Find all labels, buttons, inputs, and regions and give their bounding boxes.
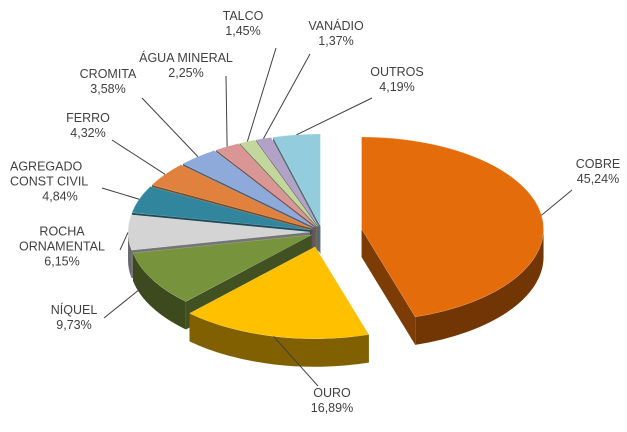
value-label: 45,24% bbox=[576, 172, 620, 186]
value-label: 4,19% bbox=[379, 80, 415, 94]
leader-line bbox=[225, 75, 228, 147]
slice bbox=[127, 214, 311, 251]
value-label: 4,84% bbox=[42, 189, 78, 204]
data-label: OURO 16,89% bbox=[311, 386, 353, 416]
slice-side bbox=[189, 313, 369, 367]
data-label: NÍQUEL 9,73% bbox=[51, 303, 98, 333]
slice bbox=[215, 143, 317, 227]
slice bbox=[131, 186, 311, 231]
leader-line bbox=[103, 278, 153, 319]
slice-group bbox=[188, 246, 370, 367]
value-label: 1,37% bbox=[318, 34, 354, 48]
category-label: FERRO bbox=[66, 111, 110, 125]
leader-line bbox=[119, 232, 129, 251]
value-label: 3,58% bbox=[90, 82, 126, 96]
slice-side bbox=[415, 228, 544, 345]
leader-line bbox=[263, 53, 311, 139]
category-label: COBRE bbox=[575, 157, 621, 171]
value-label: 6,15% bbox=[44, 254, 80, 269]
slice-group bbox=[361, 136, 544, 345]
leader-line bbox=[246, 47, 277, 142]
leader-line bbox=[273, 335, 319, 387]
slice bbox=[272, 133, 321, 227]
slice-side bbox=[128, 232, 132, 279]
leader-line bbox=[296, 97, 373, 136]
data-label: COBRE 45,24% bbox=[576, 157, 620, 187]
data-label: FERRO 4,32% bbox=[66, 111, 110, 141]
data-label: AGREGADO CONST CIVIL 4,84% bbox=[10, 160, 110, 205]
category-label: ROCHA ORNAMENTAL bbox=[19, 224, 105, 254]
value-label: 16,89% bbox=[310, 401, 354, 415]
leader-line bbox=[111, 139, 166, 175]
data-label: ÁGUA MINERAL 2,25% bbox=[139, 51, 233, 81]
value-label: 1,45% bbox=[225, 24, 261, 38]
leader-line bbox=[541, 189, 573, 216]
slice bbox=[182, 150, 315, 228]
category-label: OURO bbox=[313, 386, 351, 400]
category-label: NÍQUEL bbox=[50, 303, 98, 317]
category-label: AGREGADO CONST CIVIL bbox=[10, 159, 89, 189]
category-label: CROMITA bbox=[79, 67, 137, 81]
data-label: CROMITA 3,58% bbox=[80, 67, 137, 97]
data-label: VANÁDIO 1,37% bbox=[308, 19, 363, 49]
category-label: ÁGUA MINERAL bbox=[139, 51, 233, 65]
data-label: ROCHA ORNAMENTAL 6,15% bbox=[16, 225, 108, 270]
leader-line bbox=[101, 187, 140, 200]
value-label: 9,73% bbox=[56, 318, 92, 332]
slice-side bbox=[361, 228, 416, 345]
category-label: TALCO bbox=[222, 9, 264, 23]
data-label: TALCO 1,45% bbox=[223, 9, 264, 39]
slice bbox=[132, 234, 312, 302]
slice bbox=[361, 136, 544, 318]
value-label: 4,32% bbox=[70, 126, 106, 140]
slice bbox=[151, 164, 313, 229]
slice bbox=[239, 139, 318, 227]
leader-line bbox=[141, 97, 199, 157]
value-label: 2,25% bbox=[168, 66, 204, 80]
category-label: OUTROS bbox=[370, 65, 424, 79]
slice-side bbox=[133, 253, 186, 330]
category-label: VANÁDIO bbox=[308, 19, 364, 33]
slice bbox=[255, 137, 319, 227]
data-label: OUTROS 4,19% bbox=[370, 65, 423, 95]
